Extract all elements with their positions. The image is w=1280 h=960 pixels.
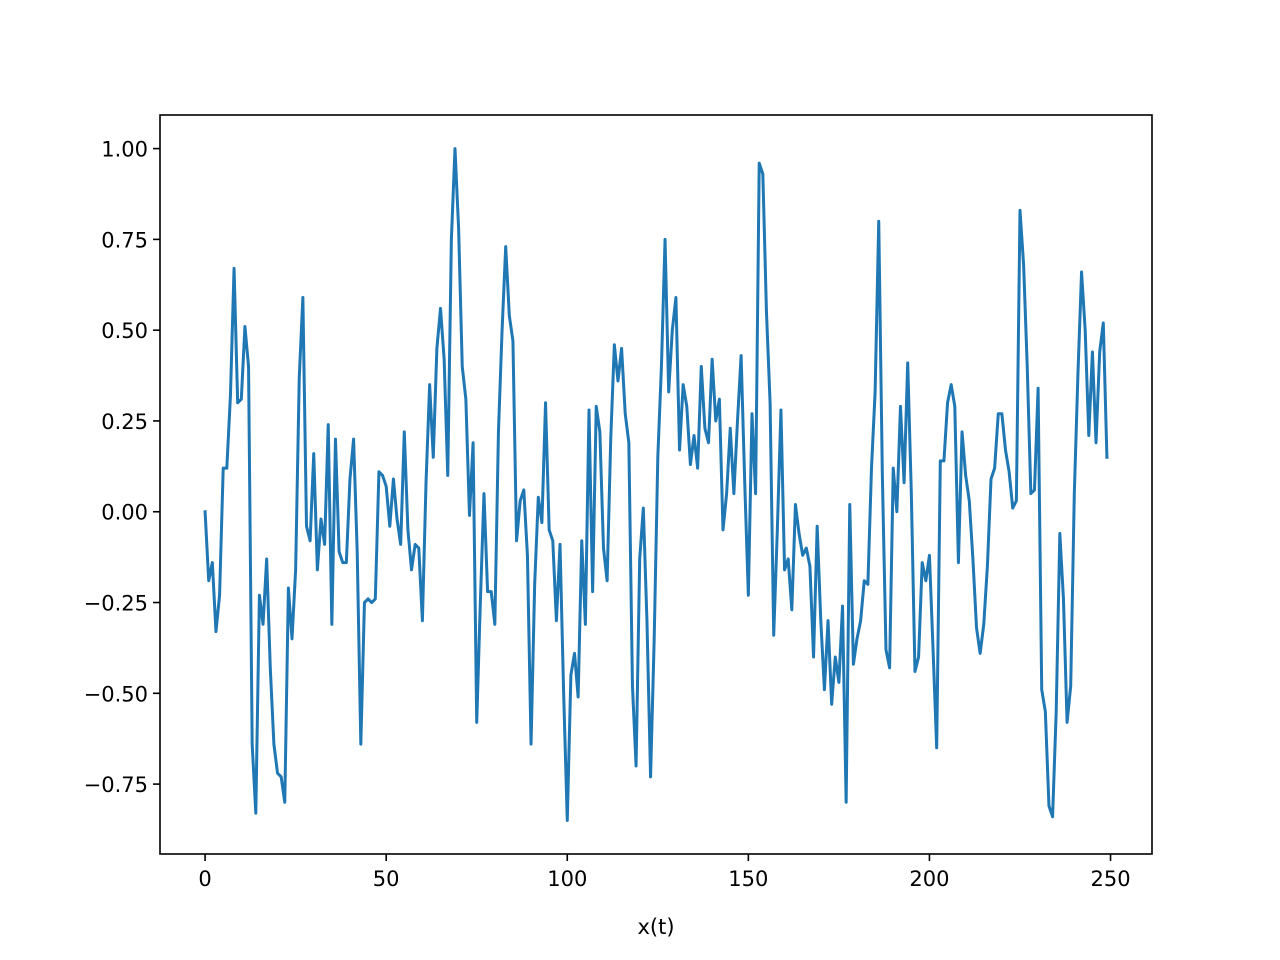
x-axis-label: x(t) — [637, 915, 674, 939]
x-tick-label: 0 — [198, 867, 211, 891]
x-tick-label: 150 — [728, 867, 768, 891]
y-tick-label: 0.25 — [101, 410, 148, 434]
y-tick-label: −0.25 — [84, 592, 148, 616]
y-tick-label: 0.50 — [101, 319, 148, 343]
y-tick-label: 0.00 — [101, 501, 148, 525]
y-tick-label: −0.50 — [84, 682, 148, 706]
x-tick-label: 50 — [373, 867, 400, 891]
x-tick-label: 250 — [1090, 867, 1130, 891]
y-tick-label: −0.75 — [84, 773, 148, 797]
y-tick-label: 1.00 — [101, 138, 148, 162]
data-line — [203, 147, 1109, 822]
plot-frame — [159, 114, 1153, 855]
y-tick-label: 0.75 — [101, 228, 148, 252]
x-tick-label: 100 — [547, 867, 587, 891]
x-tick-label: 200 — [909, 867, 949, 891]
